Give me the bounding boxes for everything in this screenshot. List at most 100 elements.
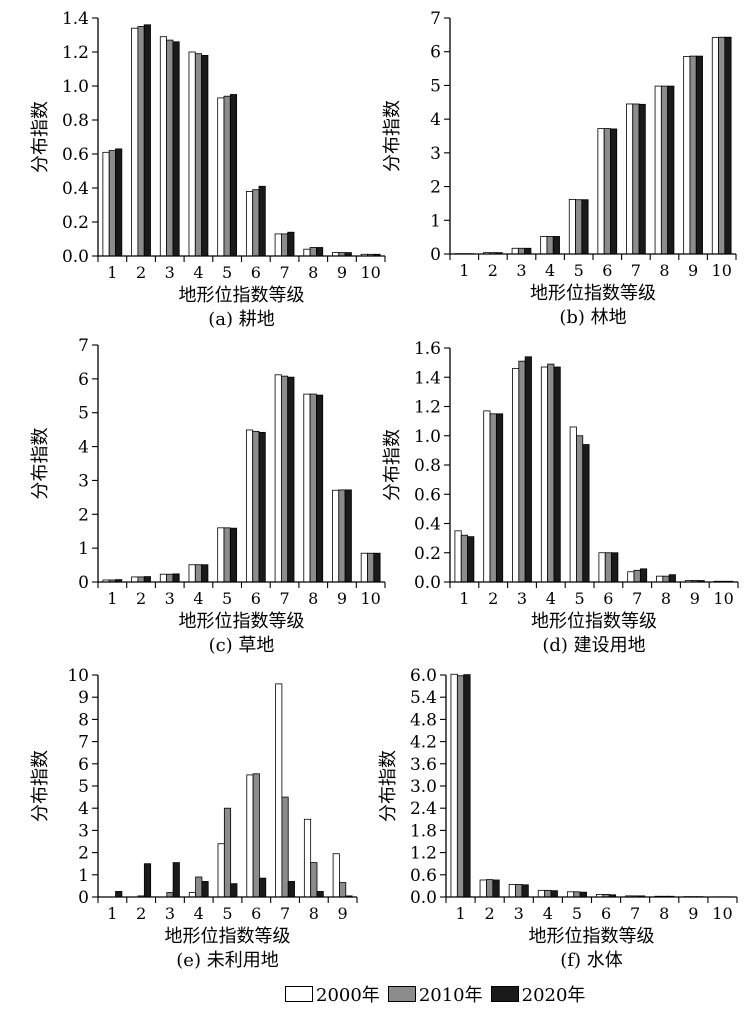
bar-2020年-5 xyxy=(581,199,589,255)
bar-2020年-9 xyxy=(344,489,352,583)
bar-2010年-7 xyxy=(281,796,289,898)
bar-2020年-3 xyxy=(524,247,532,255)
x-tick-label: 8 xyxy=(308,263,318,282)
x-tick-label: 2 xyxy=(488,261,498,280)
bar-2010年-8 xyxy=(660,85,669,255)
y-tick-label: 0.6 xyxy=(410,866,437,886)
bar-2010年-7 xyxy=(280,375,289,583)
bar-2020年-4 xyxy=(550,890,558,898)
x-tick-label: 7 xyxy=(630,904,640,923)
y-tick-label: 6.0 xyxy=(410,666,437,686)
bar-2010年-5 xyxy=(575,199,583,255)
y-tick-label: 0.4 xyxy=(414,515,441,535)
bar-2020年-6 xyxy=(258,431,266,583)
bar-2000年-5 xyxy=(217,843,225,898)
y-tick-label: 5 xyxy=(430,76,441,96)
x-tick-label: 3 xyxy=(517,589,527,608)
bar-2000年-2 xyxy=(131,576,139,583)
x-tick-label: 5 xyxy=(574,261,584,280)
x-tick-label: 2 xyxy=(488,589,498,608)
chart-caption: (b) 林地 xyxy=(559,307,626,328)
y-tick-label: 0.4 xyxy=(62,179,89,199)
bar-2010年-6 xyxy=(603,128,611,255)
bar-2020年-6 xyxy=(611,552,619,583)
bar-2010年-5 xyxy=(223,527,231,583)
x-tick-label: 9 xyxy=(688,261,698,280)
bar-2020年-1 xyxy=(115,148,123,257)
x-tick-label: 2 xyxy=(136,589,146,608)
y-tick-label: 6 xyxy=(78,370,89,390)
bar-2010年-4 xyxy=(546,236,554,255)
y-tick-label: 0.6 xyxy=(414,485,441,505)
bar-2000年-8 xyxy=(303,248,311,257)
bar-2000年-7 xyxy=(275,683,283,898)
bar-2010年-10 xyxy=(718,36,726,255)
x-axis-title: 地形位指数等级 xyxy=(179,611,305,632)
y-tick-label: 0 xyxy=(78,573,89,593)
y-tick-label: 3 xyxy=(430,144,441,164)
y-tick-label: 0.6 xyxy=(62,145,89,165)
y-tick-label: 2 xyxy=(78,505,89,525)
bar-2020年-8 xyxy=(316,247,324,257)
x-tick-label: 9 xyxy=(688,904,698,923)
y-tick-label: 0.0 xyxy=(62,247,89,267)
x-tick-label: 7 xyxy=(632,589,642,608)
x-tick-label: 4 xyxy=(194,904,204,923)
bar-2000年-4 xyxy=(188,892,196,898)
bar-2000年-9 xyxy=(683,56,691,255)
bar-2000年-1 xyxy=(454,530,462,583)
y-axis-title: 分布指数 xyxy=(30,750,51,822)
y-tick-label: 8 xyxy=(78,710,89,730)
bar-2010年-8 xyxy=(662,575,670,583)
bar-2000年-1 xyxy=(102,151,110,257)
x-tick-label: 4 xyxy=(193,589,203,608)
bar-2000年-5 xyxy=(217,527,225,583)
y-tick-label: 5 xyxy=(78,404,89,424)
x-axis-title: 地形位指数等级 xyxy=(165,926,291,947)
bar-2000年-7 xyxy=(274,233,282,257)
bar-2020年-2 xyxy=(143,24,151,257)
y-tick-label: 9 xyxy=(78,688,89,708)
bar-2010年-3 xyxy=(166,39,174,257)
x-tick-label: 7 xyxy=(280,904,290,923)
bar-2010年-5 xyxy=(223,95,231,257)
y-tick-label: 6 xyxy=(430,43,441,63)
bar-2020年-8 xyxy=(316,891,324,898)
x-tick-label: 8 xyxy=(659,904,669,923)
bar-2020年-7 xyxy=(639,568,648,583)
bar-2010年-5 xyxy=(576,435,584,583)
x-tick-label: 8 xyxy=(309,904,319,923)
x-tick-label: 10 xyxy=(712,261,732,280)
bar-2000年-2 xyxy=(483,410,491,583)
bar-2010年-9 xyxy=(338,489,346,583)
bar-2010年-2 xyxy=(137,576,145,583)
x-axis-title: 地形位指数等级 xyxy=(179,285,305,306)
y-tick-label: 5.4 xyxy=(410,688,437,708)
x-tick-label: 4 xyxy=(543,904,553,923)
bar-2010年-3 xyxy=(515,884,523,898)
bar-2000年-3 xyxy=(508,884,516,898)
bar-2020年-3 xyxy=(172,862,180,898)
bar-2010年-9 xyxy=(689,55,697,255)
x-tick-label: 10 xyxy=(360,589,380,608)
bar-2000年-3 xyxy=(159,36,167,257)
bar-2020年-8 xyxy=(667,85,675,255)
x-tick-label: 5 xyxy=(222,904,232,923)
x-tick-label: 9 xyxy=(338,904,348,923)
bar-2000年-1 xyxy=(450,673,458,898)
y-tick-label: 6 xyxy=(78,755,89,775)
chart-caption: (e) 未利用地 xyxy=(176,950,278,971)
x-tick-label: 6 xyxy=(601,904,611,923)
x-tick-label: 9 xyxy=(690,589,700,608)
y-tick-label: 4 xyxy=(430,110,441,130)
bar-2010年-5 xyxy=(223,807,232,898)
y-tick-label: 1.4 xyxy=(414,368,441,388)
chart-caption: (d) 建设用地 xyxy=(542,635,645,656)
bar-2010年-10 xyxy=(367,552,375,583)
x-axis-title: 地形位指数等级 xyxy=(531,611,657,632)
bar-2000年-4 xyxy=(188,51,196,257)
bar-2000年-4 xyxy=(540,236,548,255)
legend-swatch-2000 xyxy=(285,986,313,1002)
bar-2010年-6 xyxy=(252,773,260,898)
